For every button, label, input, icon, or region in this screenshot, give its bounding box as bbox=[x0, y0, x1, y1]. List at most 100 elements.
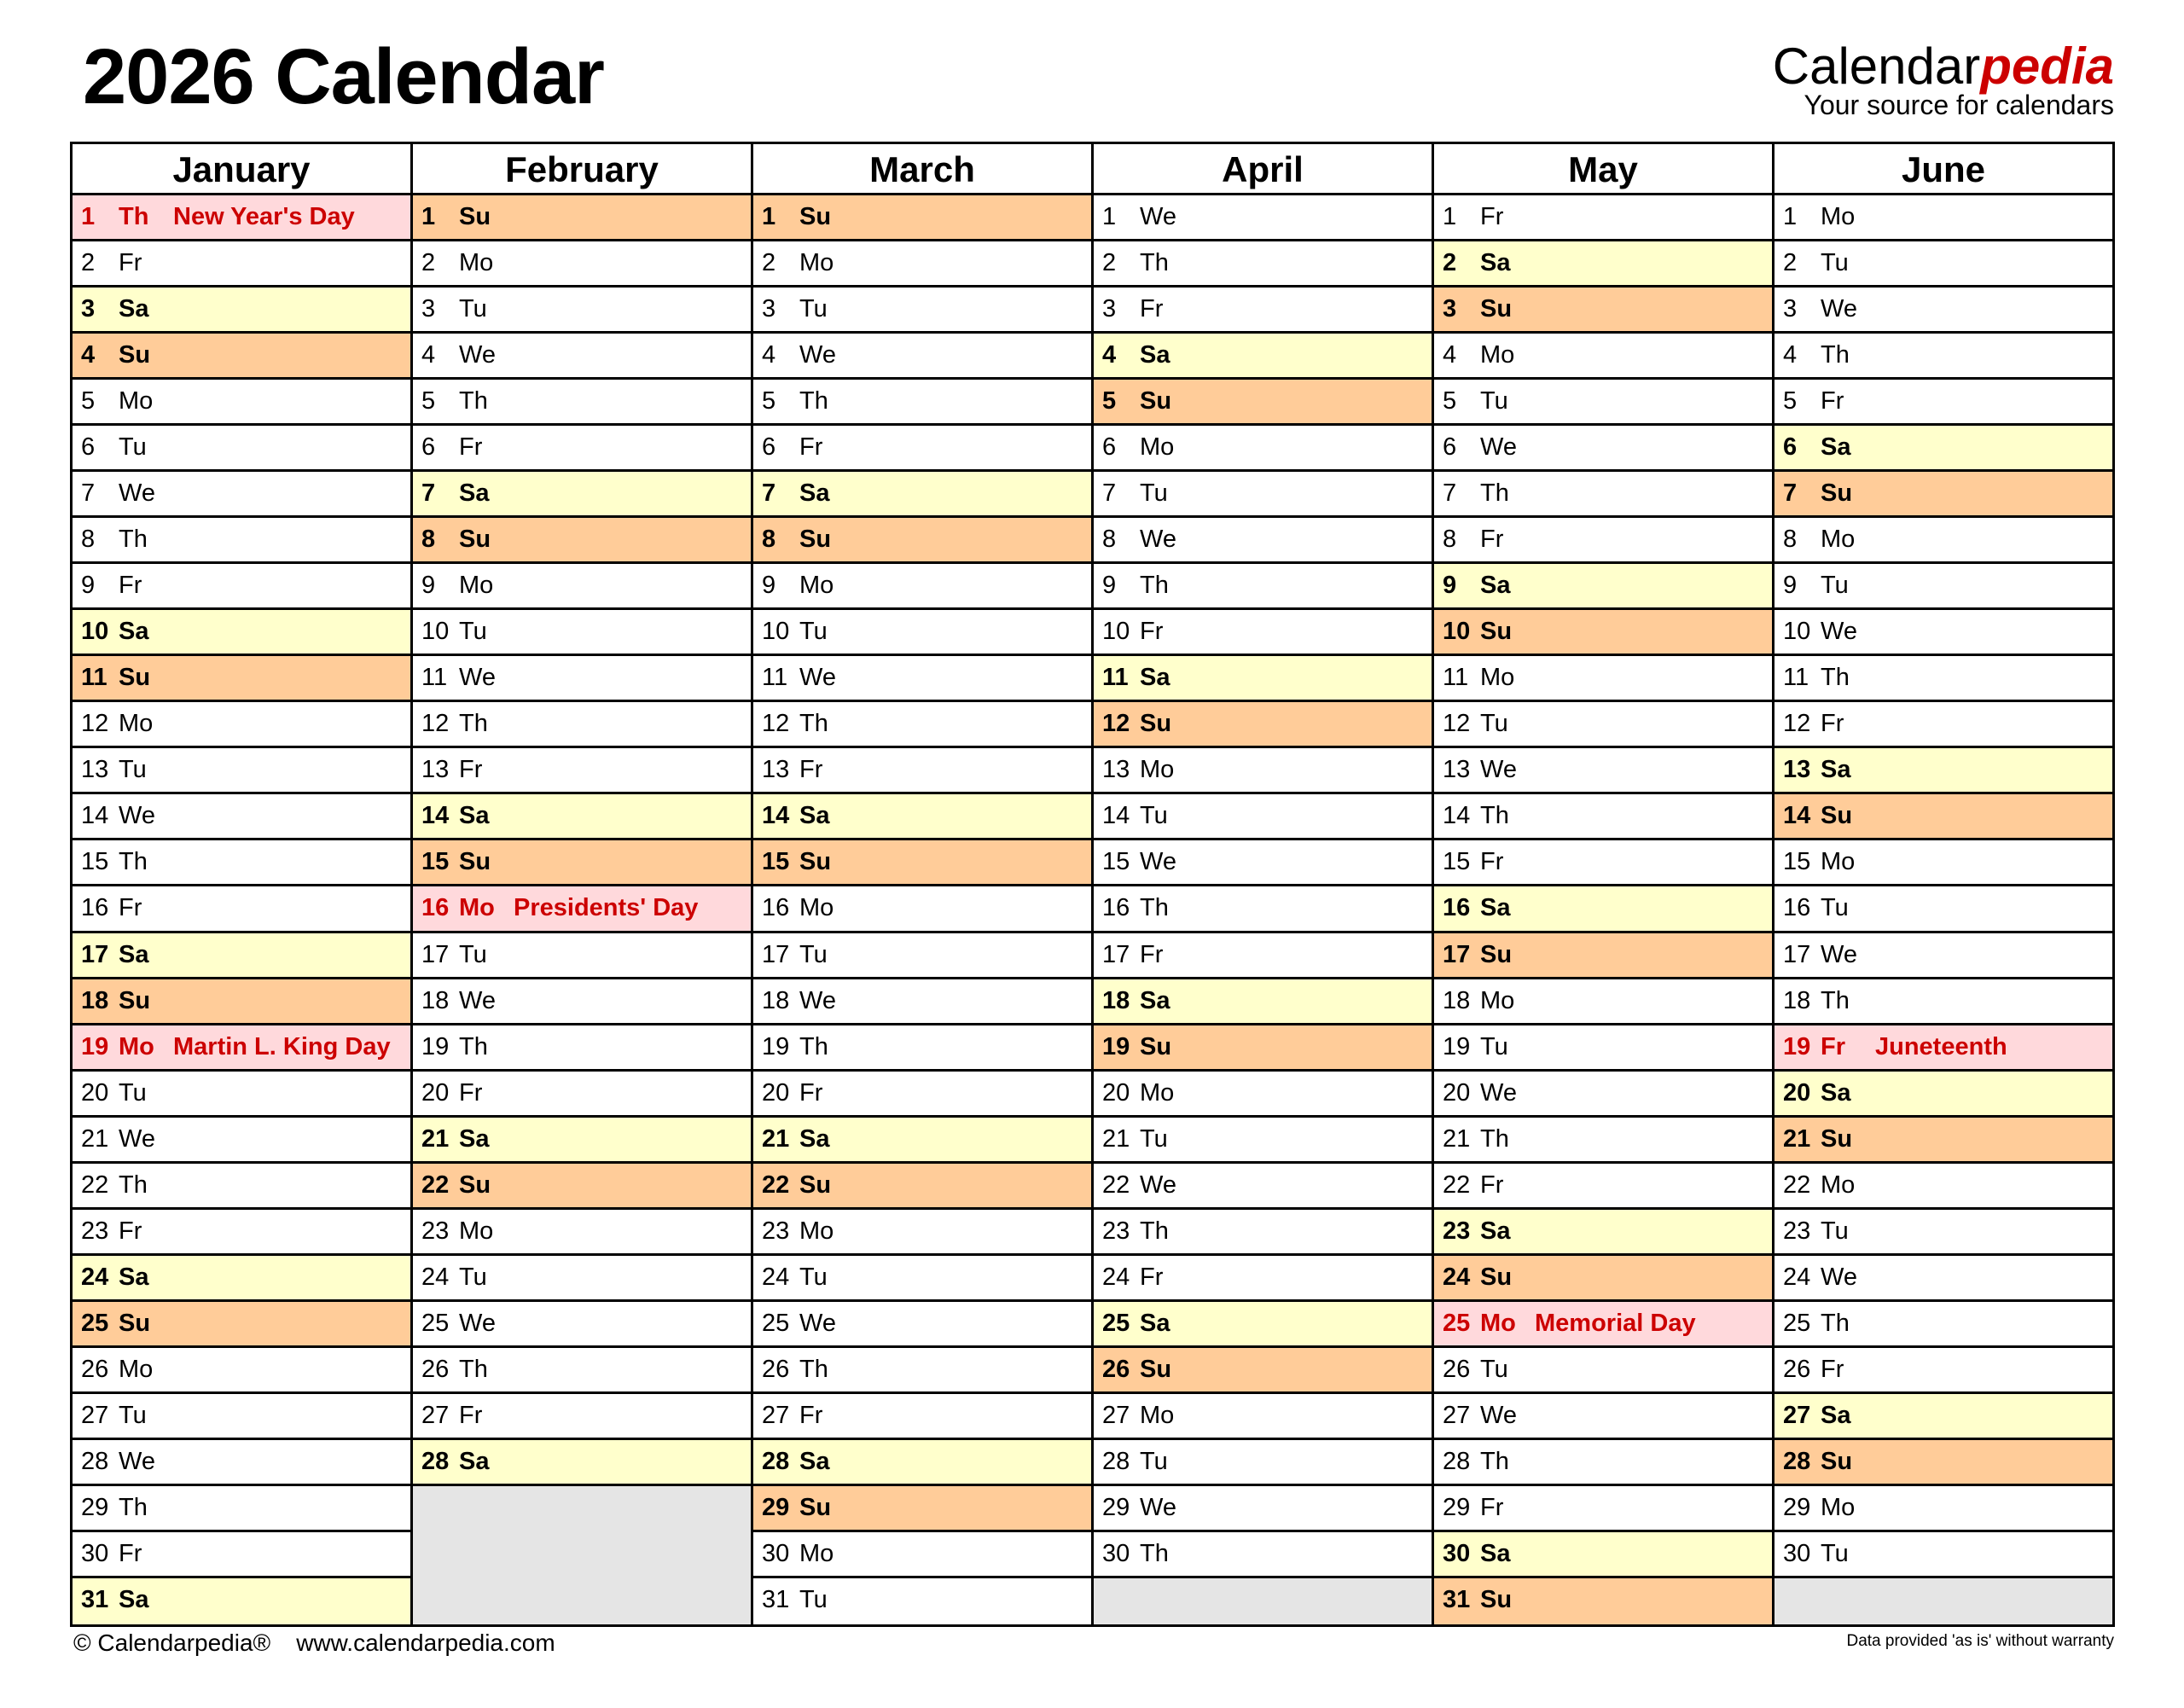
weekday-label: Sa bbox=[119, 940, 149, 968]
weekday-label: Th bbox=[459, 1032, 488, 1060]
day-cell: 21 Sa bbox=[753, 1117, 1091, 1164]
holiday-name: Presidents' Day bbox=[514, 894, 699, 922]
weekday-label: We bbox=[1480, 433, 1517, 462]
weekday-label: Su bbox=[1480, 1263, 1513, 1291]
day-cell: 19 Su bbox=[1094, 1025, 1432, 1072]
day-number: 18 bbox=[1443, 986, 1471, 1014]
website-link[interactable]: www.calendarpedia.com bbox=[296, 1630, 555, 1656]
logo-part2: pedia bbox=[1980, 38, 2114, 95]
weekday-label: Th bbox=[1821, 341, 1850, 369]
day-number: 14 bbox=[1102, 802, 1130, 830]
weekday-label: Su bbox=[799, 848, 832, 876]
weekday-label: We bbox=[1140, 1171, 1176, 1199]
day-number: 10 bbox=[421, 618, 450, 646]
weekday-label: Su bbox=[1480, 940, 1513, 968]
day-cell: 12 Tu bbox=[1434, 702, 1772, 749]
day-cell: 24 Fr bbox=[1094, 1256, 1432, 1302]
day-cell: 9 Th bbox=[1094, 564, 1432, 611]
day-number: 8 bbox=[1443, 526, 1457, 554]
weekday-label: Sa bbox=[799, 1447, 830, 1475]
day-cell: 18 Th bbox=[1774, 979, 2112, 1025]
weekday-label: Th bbox=[1480, 479, 1509, 508]
weekday-label: Fr bbox=[1140, 618, 1164, 646]
day-number: 6 bbox=[762, 433, 776, 462]
day-number: 24 bbox=[81, 1263, 109, 1291]
weekday-label: Tu bbox=[459, 295, 487, 323]
day-number: 17 bbox=[1443, 940, 1471, 968]
day-number: 4 bbox=[1783, 341, 1798, 369]
weekday-label: Sa bbox=[1140, 1309, 1170, 1337]
weekday-label: Sa bbox=[1480, 894, 1511, 922]
day-number: 29 bbox=[81, 1493, 109, 1521]
day-number: 3 bbox=[81, 295, 96, 323]
day-number: 7 bbox=[1443, 479, 1457, 508]
weekday-label: Sa bbox=[1480, 249, 1511, 277]
day-number: 22 bbox=[762, 1171, 790, 1199]
weekday-label: We bbox=[459, 1309, 496, 1337]
weekday-label: Fr bbox=[119, 1539, 142, 1567]
weekday-label: We bbox=[1480, 1078, 1517, 1107]
weekday-label: Fr bbox=[459, 1401, 483, 1429]
weekday-label: Sa bbox=[1480, 1217, 1511, 1245]
day-number: 27 bbox=[1443, 1401, 1471, 1429]
day-number: 1 bbox=[421, 203, 436, 230]
day-number: 25 bbox=[421, 1309, 450, 1337]
weekday-label: Mo bbox=[799, 572, 834, 600]
day-number: 29 bbox=[1443, 1493, 1471, 1521]
day-cell: 29 Fr bbox=[1434, 1486, 1772, 1532]
day-cell: 2 Th bbox=[1094, 241, 1432, 288]
day-cell: 3 Tu bbox=[753, 288, 1091, 334]
day-cell: 20 Mo bbox=[1094, 1072, 1432, 1118]
day-cell: 14 Sa bbox=[413, 794, 751, 841]
month-header: March bbox=[753, 144, 1091, 195]
day-number: 16 bbox=[762, 894, 790, 922]
day-cell: 28 Tu bbox=[1094, 1440, 1432, 1486]
day-number: 14 bbox=[1783, 802, 1811, 830]
day-cell: 15 We bbox=[1094, 840, 1432, 887]
day-cell: 30 Th bbox=[1094, 1532, 1432, 1578]
empty-cell bbox=[413, 1577, 751, 1624]
day-cell: 6 Fr bbox=[413, 426, 751, 473]
day-number: 18 bbox=[421, 986, 450, 1014]
weekday-label: Sa bbox=[119, 1263, 149, 1291]
day-number: 3 bbox=[1783, 295, 1798, 323]
weekday-label: Sa bbox=[459, 479, 490, 508]
day-cell: 13 Mo bbox=[1094, 748, 1432, 795]
day-cell: 27 Fr bbox=[413, 1394, 751, 1440]
day-cell: 2 Mo bbox=[753, 241, 1091, 288]
day-number: 22 bbox=[81, 1171, 109, 1199]
day-cell: 19 Tu bbox=[1434, 1025, 1772, 1072]
month-column-january: January 1 Th New Year's Day 2 Fr 3 Sa 4 Su 5 Mo 6 Tu 7… bbox=[73, 144, 413, 1624]
day-cell: 27 Tu bbox=[73, 1394, 410, 1440]
weekday-label: Fr bbox=[1821, 710, 1844, 738]
weekday-label: Mo bbox=[119, 710, 154, 738]
weekday-label: Su bbox=[119, 1309, 151, 1337]
weekday-label: Sa bbox=[799, 802, 830, 830]
weekday-label: Tu bbox=[1140, 1124, 1168, 1153]
day-cell: 28 Sa bbox=[413, 1439, 751, 1486]
holiday-cell: 16 Mo Presidents' Day bbox=[413, 886, 751, 933]
month-header: May bbox=[1434, 144, 1772, 195]
holiday-name: New Year's Day bbox=[173, 203, 355, 230]
day-cell: 24 Sa bbox=[73, 1255, 410, 1302]
month-column-march: March 1 Su 2 Mo 3 Tu 4 We 5 Th 6 Fr 7 Sa 8 Su 9 Mo 10 Tu 11 We… bbox=[753, 144, 1094, 1624]
day-number: 24 bbox=[1102, 1263, 1130, 1291]
weekday-label: Sa bbox=[1140, 341, 1170, 369]
weekday-label: Th bbox=[1480, 802, 1509, 830]
weekday-label: Sa bbox=[119, 618, 149, 646]
day-number: 31 bbox=[1443, 1585, 1471, 1613]
day-cell: 4 We bbox=[413, 334, 751, 381]
day-number: 27 bbox=[81, 1401, 109, 1429]
day-cell: 28 Su bbox=[1774, 1439, 2112, 1486]
day-number: 26 bbox=[762, 1355, 790, 1383]
day-cell: 28 We bbox=[73, 1440, 410, 1486]
calendarpedia-logo[interactable]: Calendarpedia Your source for calendars bbox=[1773, 38, 2114, 120]
day-number: 9 bbox=[421, 572, 436, 600]
day-cell: 15 Mo bbox=[1774, 840, 2112, 887]
day-number: 16 bbox=[1783, 894, 1811, 922]
day-number: 5 bbox=[1443, 387, 1457, 415]
day-cell: 20 Fr bbox=[753, 1072, 1091, 1118]
day-cell: 9 Mo bbox=[753, 564, 1091, 611]
weekday-label: Sa bbox=[459, 802, 490, 830]
day-number: 28 bbox=[762, 1447, 790, 1475]
